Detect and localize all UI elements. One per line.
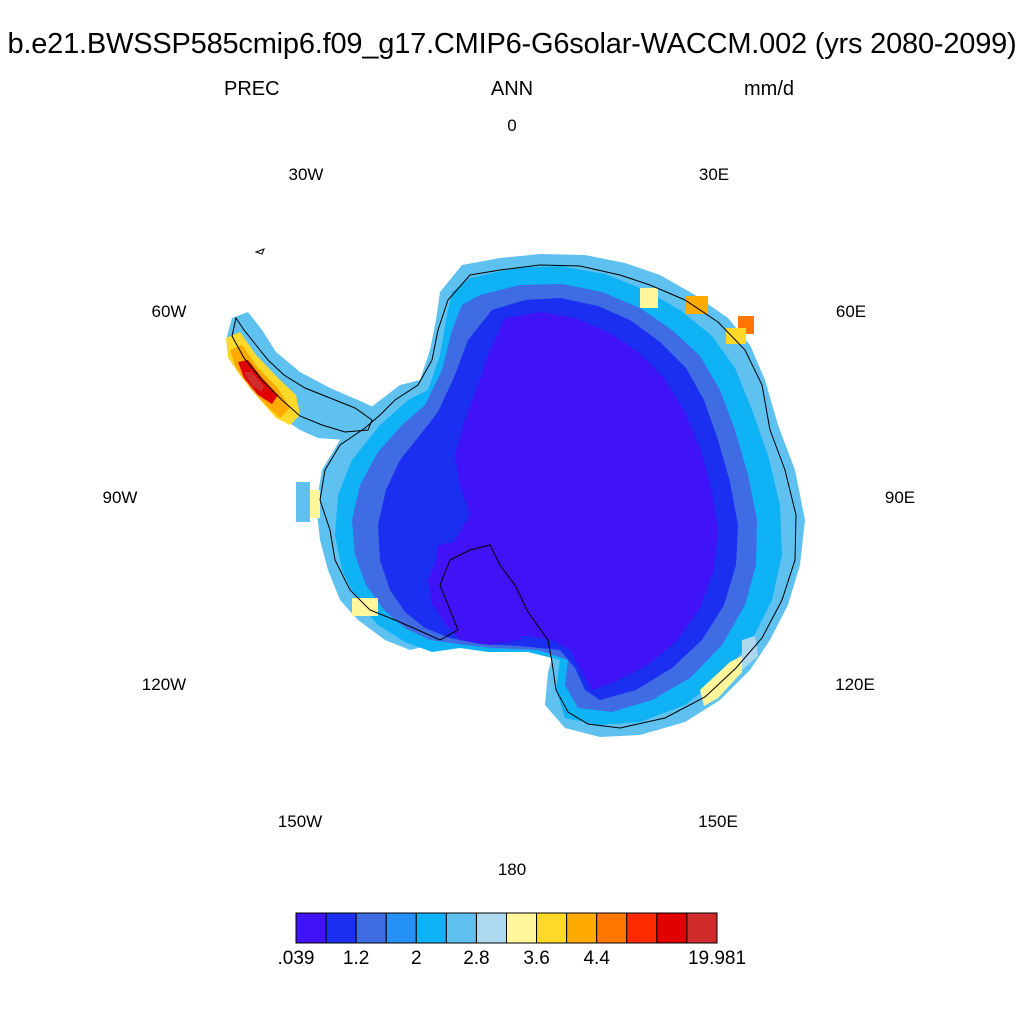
lon-label-30e: 30E (698, 165, 730, 184)
peninsula-darkred (244, 372, 264, 392)
lon-label-150w: 150W (277, 812, 323, 831)
lon-label-0: 0 (507, 116, 517, 135)
colorbar-bin-6 (475, 912, 507, 944)
season-label: ANN (490, 78, 534, 100)
coast-spot-yellow-5 (700, 656, 742, 706)
peninsula-band-light (226, 312, 380, 440)
colorbar-bin-3 (385, 912, 417, 944)
plot-title: b.e21.BWSSP585cmip6.f09_g17.CMIP6-G6sola… (7, 28, 1017, 60)
lon-label-30w: 30W (288, 165, 324, 184)
small-island (254, 248, 265, 255)
lon-label-90w: 90W (102, 488, 138, 507)
peninsula-coastline (231, 316, 373, 433)
variable-label: PREC (224, 78, 280, 100)
colorbar-tick-label: 1.2 (342, 948, 370, 969)
coast-spot-yellow-3 (640, 288, 658, 308)
lon-label-180: 180 (497, 860, 527, 879)
colorbar-bin-8 (536, 912, 568, 944)
colorbar-tick-label: 3.6 (523, 948, 550, 969)
lon-label-60w: 60W (151, 302, 187, 321)
colorbar-bin-0 (295, 912, 327, 944)
colorbar-tick-label: 2 (410, 948, 422, 969)
units-label: mm/d (744, 78, 794, 100)
lon-label-150e: 150E (698, 812, 738, 831)
coast-spot-orange-1 (686, 296, 708, 314)
colorbar-bin-7 (506, 912, 538, 944)
coast-spot-yellow-2 (352, 598, 378, 616)
colorbar-tick-label: .039 (277, 948, 315, 969)
colorbar-bin-9 (566, 912, 598, 944)
colorbar-bin-4 (415, 912, 447, 944)
lon-label-120e: 120E (835, 675, 875, 694)
colorbar-tick-label: 4.4 (583, 948, 610, 969)
coast-spot-lightblue-1 (296, 482, 310, 522)
colorbar-bin-12 (656, 912, 688, 944)
lon-label-120w: 120W (141, 675, 187, 694)
colorbar-bin-1 (325, 912, 357, 944)
ross-shelf (432, 540, 528, 645)
colorbar (295, 912, 718, 944)
colorbar-tick-label: 2.8 (463, 948, 490, 969)
colorbar-bin-2 (355, 912, 387, 944)
lon-label-60e: 60E (835, 302, 867, 321)
colorbar-bin-5 (445, 912, 477, 944)
coastline (319, 264, 797, 729)
lon-label-90e: 90E (884, 488, 916, 507)
coast-spot-yellow-4 (726, 328, 746, 344)
colorbar-tick-label: 19.981 (687, 948, 747, 969)
colorbar-bin-11 (626, 912, 658, 944)
coast-spot-light-6 (742, 636, 758, 670)
colorbar-bin-10 (596, 912, 628, 944)
colorbar-bin-13 (686, 912, 718, 944)
